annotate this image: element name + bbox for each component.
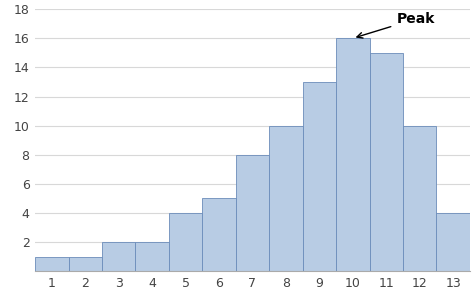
Text: Peak: Peak xyxy=(357,12,435,38)
Bar xyxy=(370,53,403,271)
Bar xyxy=(102,242,136,271)
Bar xyxy=(202,199,236,271)
Bar xyxy=(403,126,437,271)
Bar xyxy=(136,242,169,271)
Bar xyxy=(35,257,69,271)
Bar xyxy=(437,213,470,271)
Bar xyxy=(336,38,370,271)
Bar xyxy=(69,257,102,271)
Bar xyxy=(269,126,302,271)
Bar xyxy=(169,213,202,271)
Bar xyxy=(236,155,269,271)
Bar xyxy=(302,82,336,271)
